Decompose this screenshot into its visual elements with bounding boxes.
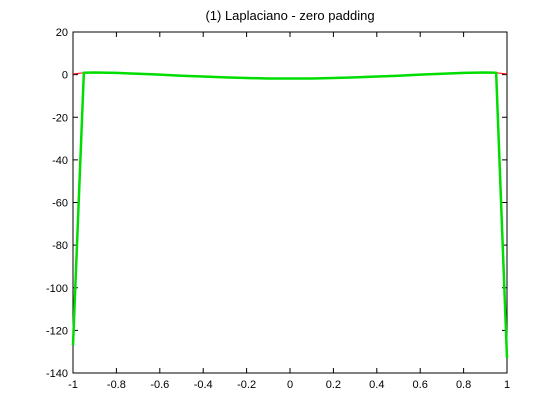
y-tick-label: -80 xyxy=(52,240,68,252)
x-tick-label: 0.6 xyxy=(413,379,428,391)
y-tick-label: -20 xyxy=(52,112,68,124)
x-tick-label: 0 xyxy=(287,379,293,391)
x-tick-label: 0.4 xyxy=(369,379,384,391)
x-tick-label: -1 xyxy=(68,379,78,391)
x-tick-label: 0.2 xyxy=(326,379,341,391)
x-tick-label: 1 xyxy=(504,379,510,391)
chart-title: (1) Laplaciano - zero padding xyxy=(205,8,374,23)
x-tick-label: 0.8 xyxy=(456,379,471,391)
y-tick-label: 0 xyxy=(62,70,68,82)
x-tick-label: -0.6 xyxy=(150,379,169,391)
y-tick-label: -40 xyxy=(52,155,68,167)
y-tick-label: 20 xyxy=(56,27,68,39)
x-tick-label: -0.2 xyxy=(237,379,256,391)
y-tick-label: -120 xyxy=(46,325,68,337)
data-line xyxy=(71,71,509,359)
y-tick-label: -140 xyxy=(46,368,68,380)
y-tick-label: -60 xyxy=(52,198,68,210)
x-tick-label: -0.4 xyxy=(194,379,213,391)
y-tick-label: -100 xyxy=(46,283,68,295)
x-tick-label: -0.8 xyxy=(107,379,126,391)
